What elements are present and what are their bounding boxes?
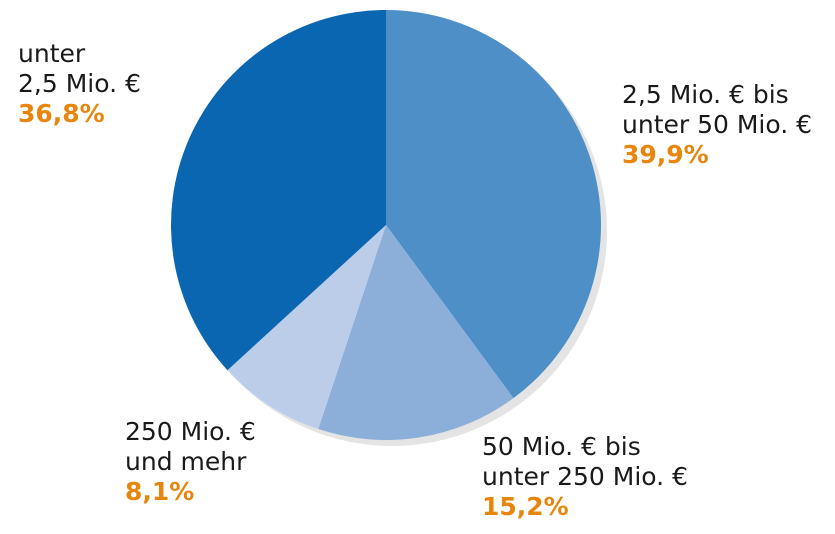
pie-slice xyxy=(171,10,386,371)
slice-value-label: 36,8% xyxy=(18,99,105,128)
slice-label: unter xyxy=(18,39,86,68)
slice-label: 2,5 Mio. € bis xyxy=(622,80,789,109)
pie-slice xyxy=(227,225,386,430)
pie-slice xyxy=(386,10,601,399)
slice-label: unter 50 Mio. € xyxy=(622,110,812,139)
slice-value-label: 15,2% xyxy=(482,492,569,521)
pie-slice xyxy=(318,225,514,440)
slice-label: unter 250 Mio. € xyxy=(482,462,688,491)
slice-label: und mehr xyxy=(125,447,247,476)
slice-label: 250 Mio. € xyxy=(125,417,256,446)
slice-label: 2,5 Mio. € xyxy=(18,69,141,98)
slice-label: 50 Mio. € bis xyxy=(482,432,641,461)
slice-value-label: 39,9% xyxy=(622,140,709,169)
slice-value-label: 8,1% xyxy=(125,477,194,506)
